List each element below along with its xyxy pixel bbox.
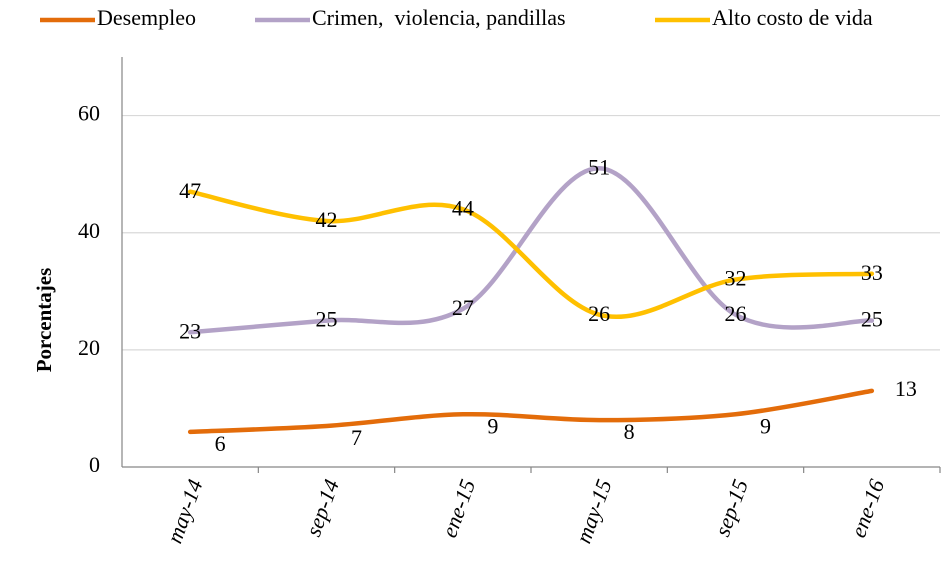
data-label: 32 [725, 266, 747, 291]
x-tick-label: may-14 [162, 476, 208, 547]
data-label: 8 [624, 419, 635, 444]
x-tick-label: ene-16 [845, 476, 889, 541]
y-tick-label: 60 [78, 101, 100, 126]
data-label: 47 [179, 178, 201, 203]
x-tick-label: sep-15 [709, 476, 753, 540]
legend-label: Alto costo de vida [712, 5, 873, 30]
data-label: 9 [760, 413, 771, 438]
y-axis-title: Porcentajes [32, 268, 56, 373]
data-label: 6 [215, 431, 226, 456]
data-label: 13 [895, 376, 917, 401]
data-label: 7 [351, 425, 362, 450]
data-label: 25 [316, 307, 338, 332]
data-label: 27 [452, 295, 474, 320]
x-tick-label: ene-15 [436, 476, 480, 541]
data-label: 23 [179, 318, 201, 343]
data-label: 25 [861, 307, 883, 332]
x-tick-label: may-15 [571, 476, 617, 547]
series-line [187, 388, 875, 435]
series-line [187, 189, 875, 320]
x-tick-label: sep-14 [300, 476, 344, 540]
y-tick-label: 20 [78, 335, 100, 360]
legend-label: Desempleo [97, 5, 196, 30]
y-tick-label: 40 [78, 218, 100, 243]
y-tick-label: 0 [89, 452, 100, 477]
data-label: 26 [588, 301, 610, 326]
data-label: 26 [725, 301, 747, 326]
legend-label: Crimen, violencia, pandillas [312, 5, 566, 30]
data-label: 51 [588, 154, 610, 179]
data-label: 9 [487, 413, 498, 438]
data-label: 33 [861, 260, 883, 285]
data-label: 42 [316, 207, 338, 232]
data-label: 44 [452, 195, 474, 220]
series-line [187, 166, 875, 335]
